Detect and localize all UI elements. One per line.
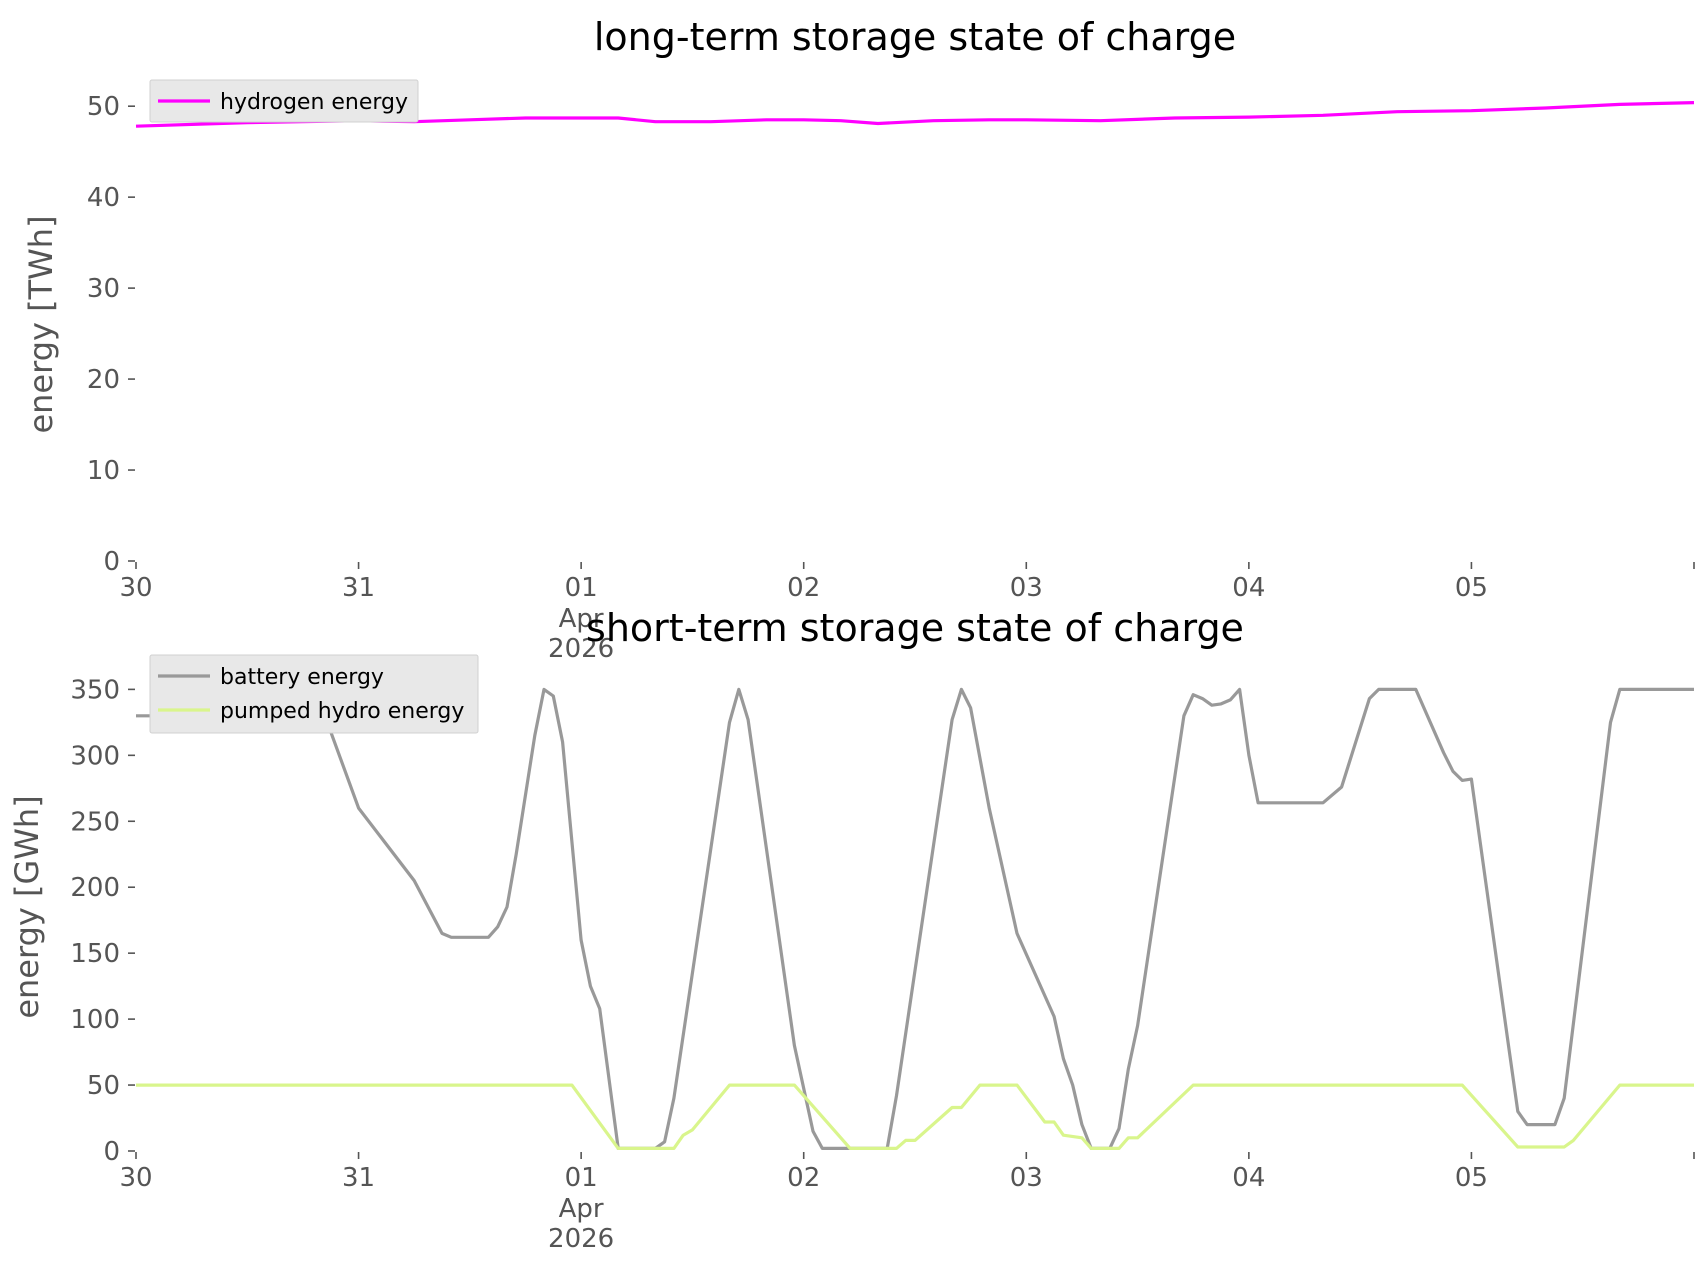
x-tick-label: 30 <box>119 1163 152 1193</box>
legend: hydrogen energy <box>149 79 419 123</box>
y-axis-label: energy [GWh] <box>8 795 46 1018</box>
y-axis-label: energy [TWh] <box>22 215 60 433</box>
chart-panel-2: short-term storage state of charge energy… <box>8 606 1695 1254</box>
y-tick-label: 350 <box>70 675 120 705</box>
y-tick-label: 0 <box>103 1137 120 1167</box>
legend-box <box>149 79 419 123</box>
y-tick-label: 300 <box>70 741 120 771</box>
chart-title: long-term storage state of charge <box>594 15 1236 59</box>
y-tick-label: 50 <box>87 92 120 122</box>
x-tick-label: 03 <box>1010 573 1043 603</box>
y-tick-label: 100 <box>70 1005 120 1035</box>
x-tick-label: 05 <box>1455 573 1488 603</box>
x-tick-label: 01 <box>565 1163 598 1193</box>
series-line-pumped-hydro-energy <box>136 1083 1694 1150</box>
legend-entry: hydrogen energy <box>220 90 408 115</box>
legend: battery energy pumped hydro energy <box>149 654 479 734</box>
x-tick-label: 04 <box>1232 1163 1265 1193</box>
x-tick-label: 02 <box>787 573 820 603</box>
legend-entry: battery energy <box>220 665 384 690</box>
series-line-battery-energy <box>136 686 1694 1150</box>
x-tick-label: 03 <box>1010 1163 1043 1193</box>
chart-panel-1: long-term storage state of charge energy … <box>22 15 1695 664</box>
legend-box <box>149 654 479 734</box>
y-tick-label: 200 <box>70 873 120 903</box>
series-line-hydrogen-energy <box>135 101 1695 128</box>
y-tick-label: 30 <box>87 274 120 304</box>
y-tick-label: 50 <box>87 1071 120 1101</box>
x-tick-label: 02 <box>787 1163 820 1193</box>
y-tick-label: 10 <box>87 456 120 486</box>
legend-entry: pumped hydro energy <box>220 699 464 724</box>
y-tick-label: 40 <box>87 183 120 213</box>
y-tick-label: 0 <box>103 547 120 577</box>
x-tick-sublabel-year: 2026 <box>548 1224 614 1254</box>
y-tick-label: 250 <box>70 807 120 837</box>
x-tick-sublabel-year: 2026 <box>548 634 614 664</box>
chart-title: short-term storage state of charge <box>586 606 1244 650</box>
y-tick-label: 150 <box>70 939 120 969</box>
x-tick-label: 31 <box>342 573 375 603</box>
x-tick-sublabel-month: Apr <box>559 1194 604 1224</box>
y-tick-label: 20 <box>87 365 120 395</box>
x-tick-label: 04 <box>1232 573 1265 603</box>
x-tick-label: 01 <box>565 573 598 603</box>
x-tick-sublabel-month: Apr <box>559 604 604 634</box>
x-tick-label: 30 <box>119 573 152 603</box>
x-tick-label: 05 <box>1455 1163 1488 1193</box>
x-tick-label: 31 <box>342 1163 375 1193</box>
